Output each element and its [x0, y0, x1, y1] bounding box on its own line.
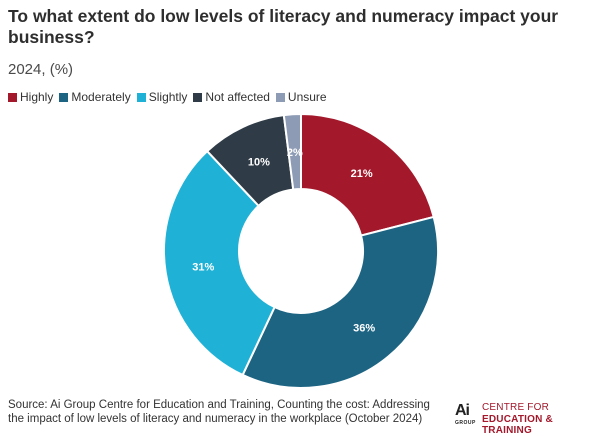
legend-label: Moderately [71, 90, 131, 104]
chart-legend: Highly Moderately Slightly Not affected Unsu… [8, 90, 333, 104]
chart-subtitle: 2024, (%) [8, 61, 74, 78]
legend-label: Highly [20, 90, 54, 104]
legend-label: Slightly [148, 90, 188, 104]
slice-highly [300, 112, 435, 237]
logo-mark-text: Ai [455, 402, 470, 419]
legend-swatch [8, 92, 17, 102]
data-label-moderately: 36% [353, 322, 375, 334]
legend-label: Not affected [205, 90, 270, 104]
data-label-unsure: 2% [287, 147, 303, 159]
legend-swatch [193, 92, 203, 102]
ai-group-logo-mark: Ai GROUP [455, 402, 479, 426]
source-note: Source: Ai Group Centre for Education an… [8, 399, 430, 425]
logo-line-1: CENTRE FOR [482, 402, 549, 413]
data-label-highly: 21% [351, 168, 373, 180]
legend-item-highly: Highly [8, 90, 53, 104]
legend-swatch [136, 92, 146, 102]
slice-unsure [282, 112, 302, 191]
data-label-not-affected: 10% [248, 156, 270, 168]
legend-swatch [275, 92, 285, 102]
legend-item-unsure: Unsure [275, 90, 327, 104]
ai-group-logo: Ai GROUP CENTRE FOR EDUCATION & TRAINING [455, 400, 600, 436]
chart-title: To what extent do low levels of literacy… [8, 6, 559, 47]
data-label-slightly: 31% [192, 261, 214, 273]
legend-item-not-affected: Not affected [193, 90, 270, 104]
legend-label: Unsure [287, 90, 327, 104]
logo-line-2: EDUCATION & TRAINING [482, 414, 553, 436]
logo-mark-subtext: GROUP [455, 420, 476, 426]
legend-item-slightly: Slightly [136, 90, 188, 104]
slice-slightly [163, 149, 276, 377]
legend-swatch [59, 92, 69, 102]
slice-moderately [241, 215, 439, 389]
legend-item-moderately: Moderately [59, 90, 131, 104]
